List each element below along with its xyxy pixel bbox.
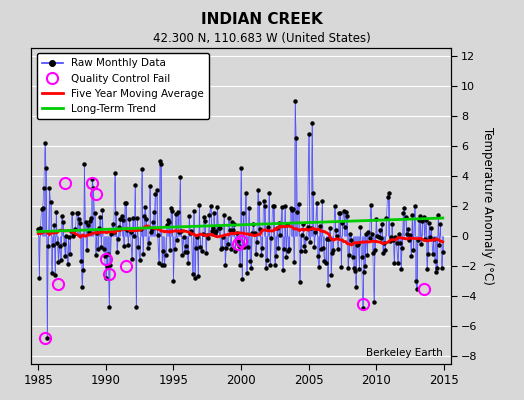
Text: 42.300 N, 110.683 W (United States): 42.300 N, 110.683 W (United States) <box>153 32 371 45</box>
Y-axis label: Temperature Anomaly (°C): Temperature Anomaly (°C) <box>481 127 494 285</box>
Text: INDIAN CREEK: INDIAN CREEK <box>201 12 323 27</box>
Legend: Raw Monthly Data, Quality Control Fail, Five Year Moving Average, Long-Term Tren: Raw Monthly Data, Quality Control Fail, … <box>37 53 209 119</box>
Text: Berkeley Earth: Berkeley Earth <box>366 348 442 358</box>
